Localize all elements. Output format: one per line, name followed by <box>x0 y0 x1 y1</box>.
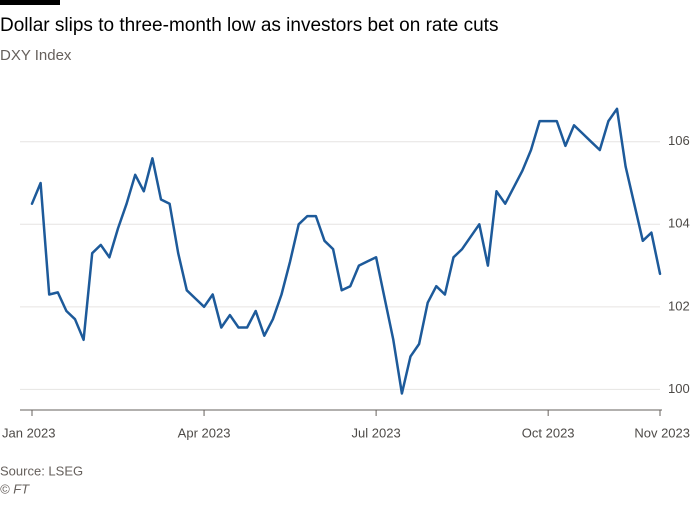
data-line <box>30 107 662 395</box>
brand-bar <box>0 0 60 5</box>
y-tick-label: 106 <box>668 133 690 148</box>
y-tick-label: 100 <box>668 381 690 396</box>
chart-title: Dollar slips to three-month low as inves… <box>0 15 498 36</box>
x-tick-label: Nov 2023 <box>634 425 690 440</box>
x-tick-label: Jan 2023 <box>2 425 56 440</box>
x-tick-label: Oct 2023 <box>522 425 575 440</box>
x-tick-label: Jul 2023 <box>352 425 401 440</box>
source: Source: LSEG <box>0 463 83 478</box>
y-tick-label: 102 <box>668 298 690 313</box>
chart-subtitle: DXY Index <box>0 47 72 64</box>
credit: © FT <box>0 481 30 496</box>
x-tick-label: Apr 2023 <box>178 425 231 440</box>
y-tick-label: 104 <box>668 216 690 231</box>
